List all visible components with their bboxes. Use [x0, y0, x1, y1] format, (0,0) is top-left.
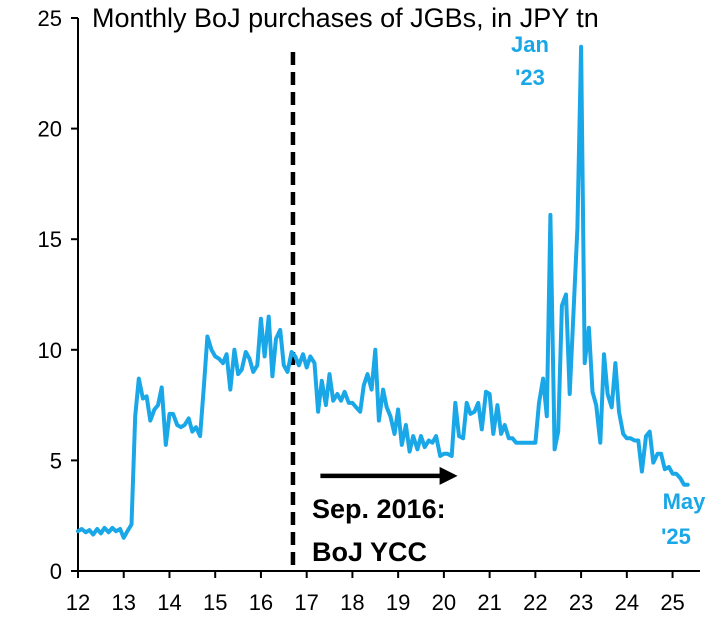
x-tick-label: 16 [249, 590, 273, 615]
peak-annotation-year: '23 [515, 65, 545, 90]
x-tick-label: 17 [294, 590, 318, 615]
chart-title: Monthly BoJ purchases of JGBs, in JPY tn [92, 3, 599, 33]
ycc-annotation-date: Sep. 2016: [312, 494, 446, 524]
x-tick-label: 20 [432, 590, 456, 615]
x-tick-label: 25 [660, 590, 684, 615]
arrow-head [439, 466, 458, 485]
x-tick-label: 23 [569, 590, 593, 615]
x-tick-label: 12 [66, 590, 90, 615]
x-tick-label: 24 [615, 590, 639, 615]
y-tick-label: 25 [38, 6, 62, 31]
x-tick-label: 21 [477, 590, 501, 615]
x-tick-label: 22 [523, 590, 547, 615]
end-annotation-month: May [663, 489, 707, 514]
y-tick-label: 15 [38, 227, 62, 252]
ycc-annotation-label: BoJ YCC [312, 537, 427, 567]
peak-annotation-month: Jan [511, 32, 549, 57]
y-tick-label: 10 [38, 338, 62, 363]
x-tick-label: 15 [203, 590, 227, 615]
x-tick-label: 14 [157, 590, 181, 615]
axes: 0 5 10 15 20 25 12 13 14 15 16 17 18 19 20 21 22 23 24 25 [38, 6, 700, 615]
x-tick-label: 13 [111, 590, 135, 615]
y-tick-label: 20 [38, 117, 62, 142]
marks [76, 44, 690, 571]
y-tick-label: 5 [50, 448, 62, 473]
x-tick-label: 19 [386, 590, 410, 615]
y-tick-label: 0 [50, 559, 62, 584]
x-tick-label: 18 [340, 590, 364, 615]
end-annotation-year: '25 [661, 524, 691, 549]
series-line [76, 44, 690, 540]
